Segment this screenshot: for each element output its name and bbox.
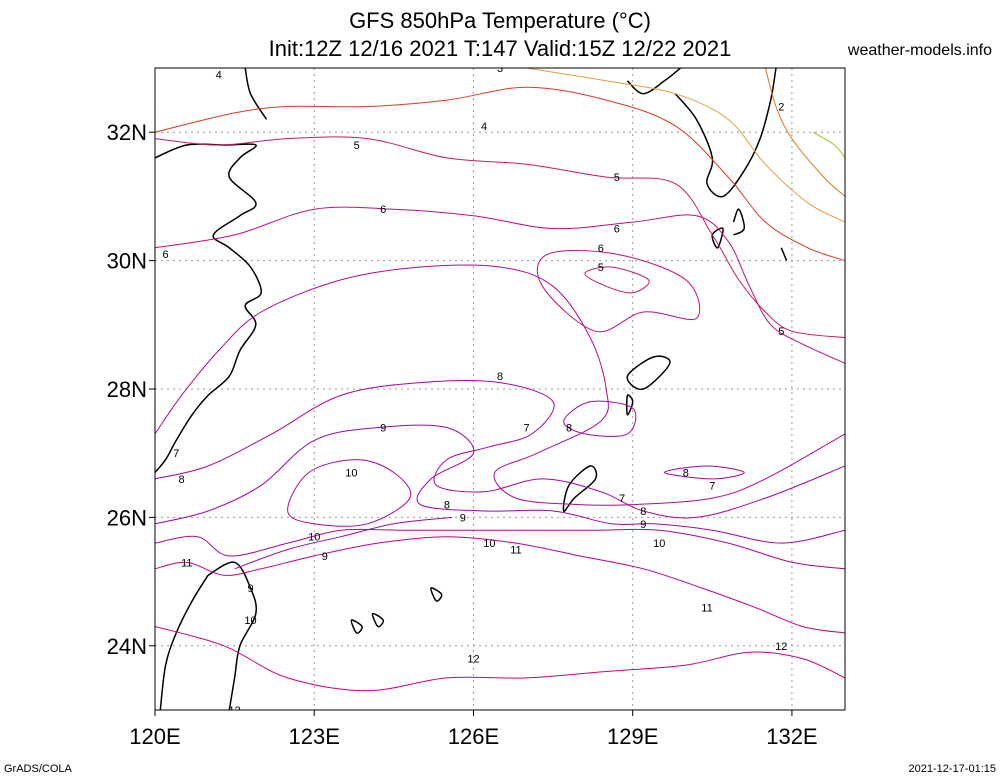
contour-10 (287, 459, 412, 527)
contour-2 (764, 68, 845, 197)
contour-label: 2 (778, 102, 784, 114)
footer-software: GrADS/COLA (4, 763, 72, 775)
island-outline (371, 612, 385, 628)
x-tick-label: 123E (289, 724, 340, 749)
chart-title: GFS 850hPa Temperature (°C) (349, 8, 651, 33)
contour-12 (155, 626, 845, 692)
contour-label: 5 (354, 140, 360, 152)
island-outline (430, 587, 443, 602)
island-outline (562, 465, 598, 513)
contour-label: 12 (228, 705, 240, 717)
contour-label: 3 (497, 63, 503, 75)
contour-label: 8 (566, 423, 572, 435)
island-outline (350, 619, 363, 634)
y-tick-label: 30N (107, 249, 147, 274)
contour-label: 6 (380, 204, 386, 216)
x-tick-label: 132E (766, 724, 817, 749)
contour-label: 7 (173, 448, 179, 460)
contour-label: 4 (216, 69, 222, 81)
contour-label: 4 (481, 121, 487, 133)
contour-7 (155, 264, 845, 506)
contour-label: 8 (683, 467, 689, 479)
contour-label: 9 (247, 583, 253, 595)
contour-label: 10 (244, 615, 256, 627)
x-tick-label: 126E (448, 724, 499, 749)
contour-label: 12 (467, 654, 479, 666)
footer-timestamp: 2021-12-17-01:15 (908, 763, 996, 775)
y-tick-label: 32N (107, 120, 147, 145)
coastline (732, 208, 746, 236)
contour-label: 10 (483, 538, 495, 550)
coastline (155, 143, 262, 473)
contour-label: 7 (523, 423, 529, 435)
contour-8 (155, 380, 845, 519)
contour-label: 5 (598, 262, 604, 274)
contour-label: 9 (380, 423, 386, 435)
contour-label: 5 (614, 172, 620, 184)
chart-subtitle: Init:12Z 12/16 2021 T:147 Valid:15Z 12/2… (268, 36, 732, 61)
contour-1 (812, 131, 845, 159)
contour-label: 11 (701, 602, 712, 614)
contour-6 (155, 206, 845, 364)
island-outline (626, 355, 671, 391)
coastline (244, 68, 268, 120)
contour-label: 8 (497, 371, 503, 383)
contour-5 (155, 136, 845, 339)
contour-label: 6 (614, 224, 620, 236)
contour-label: 6 (163, 249, 169, 261)
contour-lines (155, 68, 845, 692)
y-tick-label: 26N (107, 505, 147, 530)
island-outline (780, 247, 788, 261)
contour-label: 10 (345, 467, 357, 479)
axis-ticks: 120E 123E 126E 129E 132E 24N 26N 28N 30N 32N (107, 120, 818, 749)
contour-6 (536, 250, 701, 333)
contour-11 (155, 536, 845, 634)
contour-label: 9 (460, 512, 466, 524)
contour-8 (563, 400, 637, 437)
contour-label: 6 (598, 243, 604, 255)
contour-label: 9 (640, 519, 646, 531)
source-label: weather-models.info (847, 42, 992, 59)
contour-label: 8 (178, 474, 184, 486)
contour-label: 12 (775, 641, 787, 653)
contour-label: 7 (619, 493, 625, 505)
contour-9 (234, 516, 453, 570)
island-outline (711, 227, 724, 249)
contour-9 (155, 424, 845, 544)
x-tick-label: 120E (129, 724, 180, 749)
coastline (207, 561, 257, 710)
contour-5 (584, 266, 650, 294)
y-tick-label: 24N (107, 634, 147, 659)
contour-label: 10 (653, 538, 665, 550)
contour-label: 5 (778, 326, 784, 338)
x-tick-label: 129E (607, 724, 658, 749)
contour-label: 8 (640, 506, 646, 518)
contour-label: 10 (308, 532, 320, 544)
contour-10 (155, 528, 845, 570)
contour-label: 11 (181, 557, 192, 569)
y-tick-label: 28N (107, 377, 147, 402)
contour-label: 11 (510, 545, 521, 557)
contour-3 (526, 68, 845, 223)
coastline (674, 68, 777, 198)
contour-label: 8 (444, 500, 450, 512)
contour-8 (663, 465, 745, 480)
coastline (159, 574, 209, 710)
contour-label: 9 (322, 551, 328, 563)
coastlines (155, 68, 788, 710)
contour-4 (155, 86, 845, 262)
contour-label: 7 (709, 480, 715, 492)
